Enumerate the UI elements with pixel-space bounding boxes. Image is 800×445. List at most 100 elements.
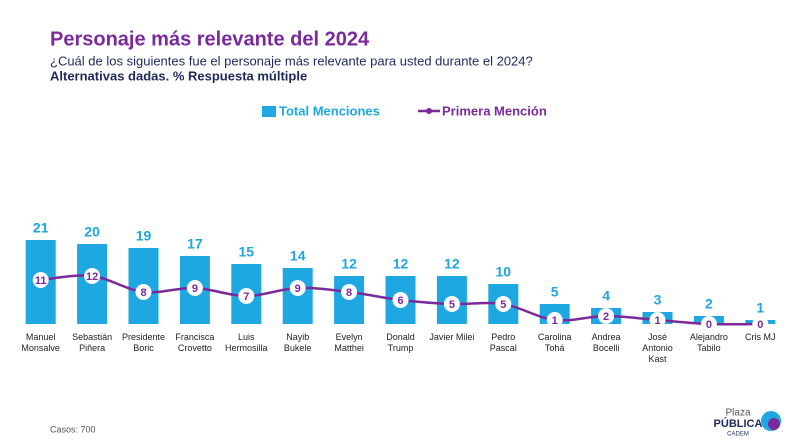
x-tick-label-line: Tohá [545, 343, 565, 353]
bar-value-label: 15 [239, 244, 255, 260]
x-tick-label-line: Bocelli [593, 343, 620, 353]
x-tick-label: Evelyn Matthei [334, 332, 364, 353]
bar-value-label: 4 [602, 288, 610, 304]
x-tick-label-line: Hermosilla [225, 343, 268, 353]
x-tick-label: Carolina Tohá [538, 332, 572, 353]
line-point [598, 308, 615, 324]
x-tick-label: Donald Trump [386, 332, 415, 353]
x-tick-label-line: Boric [133, 343, 154, 353]
bar-value-label: 19 [136, 228, 152, 244]
legend-label: Primera Mención [442, 103, 547, 118]
x-tick-label-line: Javier Milei [429, 332, 474, 342]
legend-label: Total Menciones [279, 103, 380, 118]
x-tick-label-line: Presidente [122, 332, 165, 342]
x-tick-label-line: Crovetto [178, 343, 212, 353]
x-tick-label-line: Donald [386, 332, 415, 342]
chart-note: Alternativas dadas. % Respuesta múltiple [50, 68, 307, 83]
x-tick-label: José Antonio Kast [642, 332, 673, 364]
x-tick-label: Nayib Bukele [284, 332, 312, 353]
bar-value-label: 10 [496, 264, 512, 280]
line-point [135, 284, 152, 300]
bar-value-label: 14 [290, 248, 306, 264]
line-value-label: 9 [295, 283, 301, 295]
x-tick-label-line: Andrea [592, 332, 621, 342]
line-value-label: 5 [449, 299, 455, 311]
line-point [289, 280, 306, 296]
line-value-label: 5 [500, 299, 506, 311]
footnote: Casos: 700 [50, 424, 96, 434]
x-tick-label-line: Bukele [284, 343, 312, 353]
x-tick-label: Luis Hermosilla [225, 332, 268, 353]
bar-value-label: 21 [33, 220, 49, 236]
x-tick-label: Manuel Monsalve [21, 332, 60, 353]
line-value-label: 8 [346, 287, 352, 299]
bar-value-label: 2 [705, 296, 713, 312]
x-tick-label-line: Antonio [642, 343, 673, 353]
x-tick-label: Andrea Bocelli [592, 332, 621, 353]
x-tick-label: Cris MJ [745, 332, 776, 342]
x-tick-label-line: Luis [238, 332, 255, 342]
line-value-label: 1 [654, 315, 660, 327]
line-value-label: 0 [706, 319, 712, 331]
line-point [546, 312, 563, 328]
legend-swatch [426, 108, 432, 114]
x-tick-label-line: Tabilo [697, 343, 721, 353]
line-point [32, 272, 49, 288]
x-tick-label-line: Nayib [286, 332, 309, 342]
x-tick-label-line: José [648, 332, 667, 342]
line-point [392, 292, 409, 308]
bar-value-label: 17 [187, 236, 203, 252]
bar-value-label: 3 [654, 292, 662, 308]
bar-value-label: 20 [84, 224, 100, 240]
bar-value-label: 5 [551, 284, 559, 300]
x-tick-label-line: Trump [388, 343, 414, 353]
logo-icon [768, 418, 780, 430]
x-tick-label: Presidente Boric [122, 332, 165, 353]
line-point [649, 312, 666, 328]
logo: Plaza PÚBLICA CADEM [714, 408, 781, 438]
line-point [443, 296, 460, 312]
x-tick-label-line: Carolina [538, 332, 572, 342]
line-value-label: 12 [86, 271, 98, 283]
chart-subtitle: ¿Cuál de los siguientes fue el personaje… [50, 53, 533, 68]
bar-value-label: 1 [756, 300, 764, 316]
x-tick-label: Javier Milei [429, 332, 474, 342]
logo-text: CADEM [727, 432, 749, 438]
logo-text: PÚBLICA [714, 417, 763, 430]
x-tick-label-line: Evelyn [336, 332, 363, 342]
line-point [186, 280, 203, 296]
logo-text: Plaza [725, 408, 750, 419]
x-tick-label-line: Francisca [175, 332, 214, 342]
x-tick-label-line: Alejandro [690, 332, 728, 342]
line-point [700, 316, 717, 332]
x-tick-label-line: Cris MJ [745, 332, 776, 342]
bar-value-label: 12 [444, 256, 460, 272]
line-value-label: 6 [397, 295, 403, 307]
x-tick-label: Francisca Crovetto [175, 332, 214, 353]
x-tick-label: Alejandro Tabilo [690, 332, 728, 353]
x-tick-label-line: Matthei [334, 343, 364, 353]
x-tick-label-line: Pedro [491, 332, 515, 342]
line-value-label: 0 [757, 319, 763, 331]
line-value-label: 8 [140, 287, 146, 299]
line-point [341, 284, 358, 300]
bar-value-label: 12 [393, 256, 409, 272]
x-tick-label: Sebastián Piñera [72, 332, 112, 353]
x-tick-label-line: Kast [648, 354, 667, 364]
line-point [495, 296, 512, 312]
line-value-label: 9 [192, 283, 198, 295]
line-point [238, 288, 255, 304]
line-point [752, 316, 769, 332]
x-tick-label-line: Manuel [26, 332, 56, 342]
legend-swatch [262, 106, 276, 117]
line-value-label: 7 [243, 291, 249, 303]
x-tick-label: Pedro Pascal [490, 332, 517, 353]
chart-title: Personaje más relevante del 2024 [50, 28, 370, 50]
x-tick-label-line: Monsalve [21, 343, 60, 353]
line-point [84, 268, 101, 284]
line-value-label: 1 [552, 315, 558, 327]
line-value-label: 2 [603, 311, 609, 323]
x-tick-label-line: Piñera [79, 343, 105, 353]
x-tick-label-line: Sebastián [72, 332, 112, 342]
